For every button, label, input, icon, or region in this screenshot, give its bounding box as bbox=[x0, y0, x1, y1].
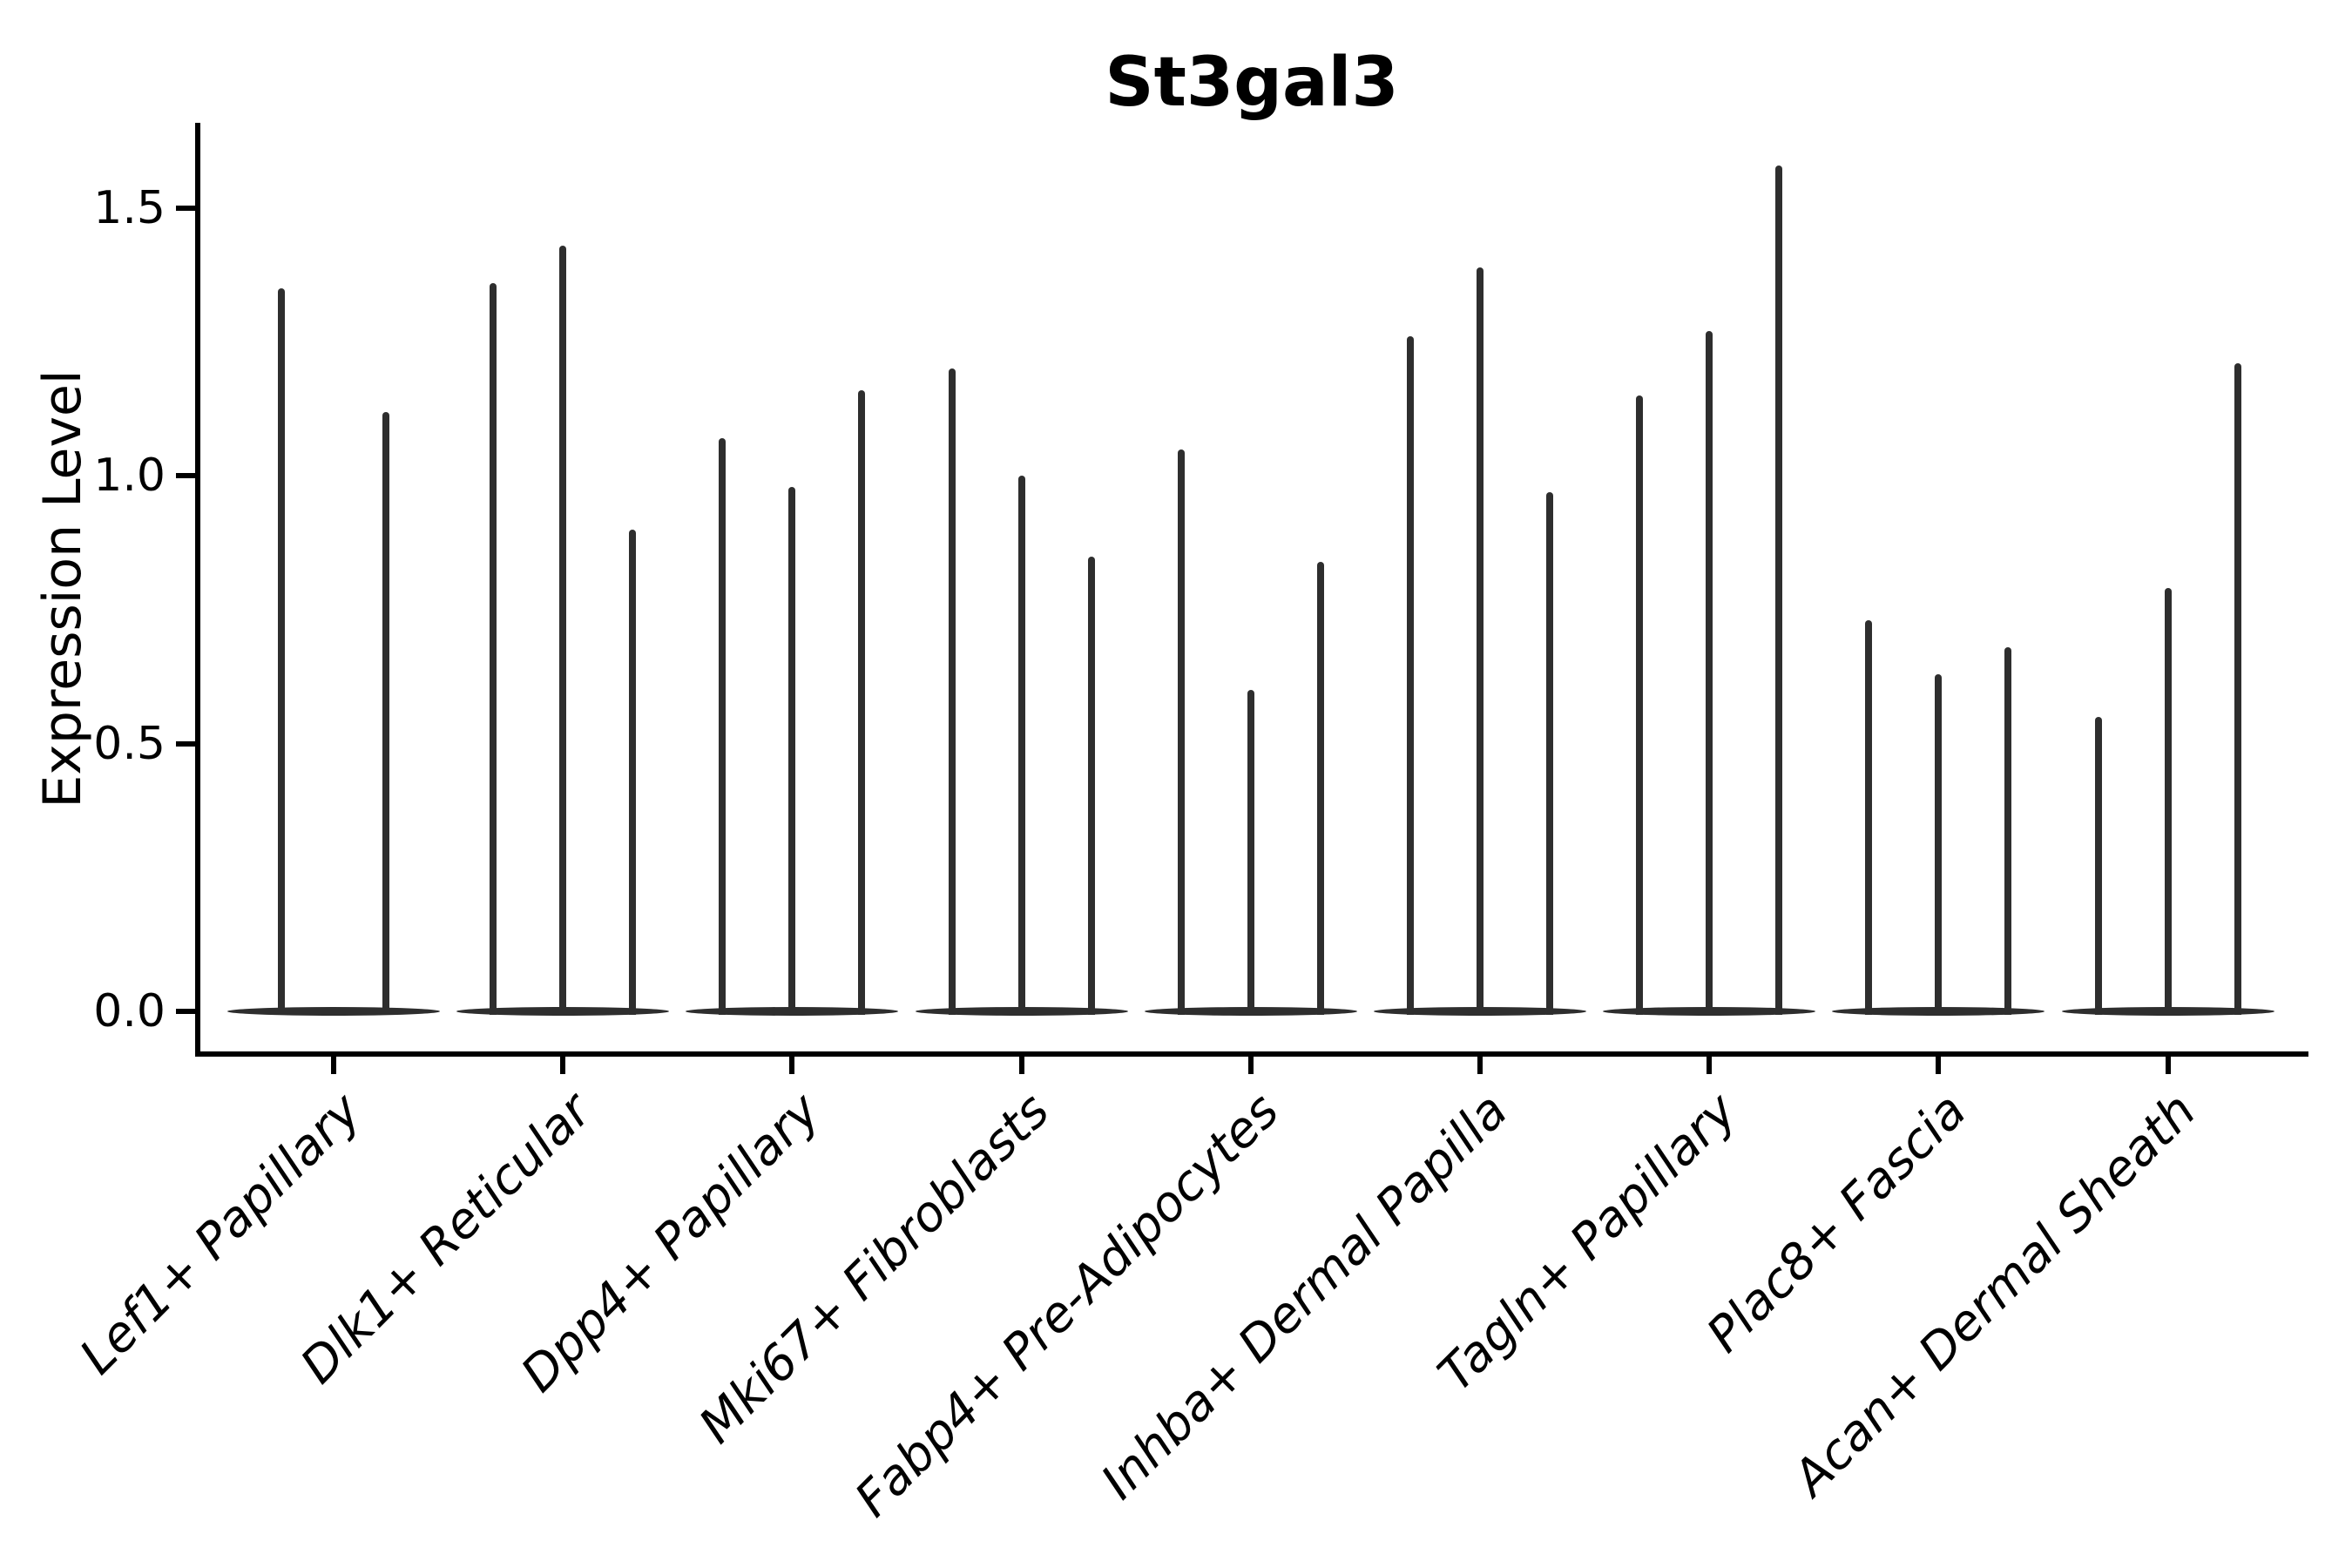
violin-spike bbox=[858, 389, 866, 1015]
x-tick-label: Acan+ Dermal Sheath bbox=[1782, 1082, 2207, 1507]
x-tick-mark bbox=[1477, 1057, 1483, 1074]
violin-spike bbox=[278, 288, 285, 1015]
x-tick-label: Fabp4+ Pre-Adipocytes bbox=[844, 1082, 1290, 1529]
violin-spike bbox=[2164, 588, 2172, 1015]
violin-base bbox=[227, 1007, 440, 1016]
violin-spike bbox=[788, 486, 796, 1015]
y-tick-label: 0.5 bbox=[93, 717, 166, 770]
x-tick-mark bbox=[789, 1057, 795, 1074]
x-tick-mark bbox=[331, 1057, 336, 1074]
x-tick-mark bbox=[1247, 1057, 1254, 1074]
violin-spike bbox=[2234, 363, 2241, 1015]
violin-spike bbox=[1177, 449, 1185, 1015]
x-tick-mark bbox=[2165, 1057, 2171, 1074]
x-tick-mark bbox=[1936, 1057, 1942, 1074]
x-tick-label: Inhba+ Dermal Papilla bbox=[1091, 1082, 1519, 1511]
x-tick-mark bbox=[1018, 1057, 1024, 1074]
violin-spike bbox=[1407, 336, 1414, 1015]
y-tick-mark bbox=[176, 473, 195, 479]
x-axis-spine bbox=[195, 1051, 2308, 1057]
y-tick-mark bbox=[176, 1009, 195, 1014]
y-tick-mark bbox=[176, 740, 195, 747]
violin-spike bbox=[948, 368, 956, 1015]
violin-spike bbox=[382, 411, 389, 1015]
violin-spike bbox=[1775, 165, 1783, 1015]
violin-spike bbox=[1316, 561, 1324, 1015]
violin-spike bbox=[1546, 491, 1553, 1015]
violin-spike bbox=[1706, 331, 1713, 1015]
violin-spike bbox=[1636, 395, 1644, 1015]
y-tick-label: 0.0 bbox=[93, 985, 166, 1037]
violin-spike bbox=[1935, 673, 1943, 1015]
y-tick-mark bbox=[176, 205, 195, 211]
y-tick-label: 1.5 bbox=[93, 181, 166, 234]
violin-spike bbox=[1087, 556, 1095, 1015]
y-axis-spine bbox=[195, 123, 200, 1057]
violin-spike bbox=[559, 245, 567, 1015]
violin-spike bbox=[2094, 716, 2102, 1015]
violin-spike bbox=[1477, 267, 1484, 1015]
violin-spike bbox=[1017, 476, 1025, 1015]
chart-title: St3gal3 bbox=[1105, 44, 1399, 122]
violin-spike bbox=[490, 283, 497, 1015]
violin-spike bbox=[2004, 647, 2012, 1015]
violin-spike bbox=[1247, 690, 1254, 1015]
violin-spike bbox=[1865, 620, 1873, 1015]
violin-spike bbox=[629, 529, 637, 1015]
x-tick-mark bbox=[560, 1057, 566, 1074]
y-tick-label: 1.0 bbox=[93, 449, 166, 503]
x-tick-mark bbox=[1707, 1057, 1713, 1074]
violin-spike bbox=[719, 438, 727, 1015]
